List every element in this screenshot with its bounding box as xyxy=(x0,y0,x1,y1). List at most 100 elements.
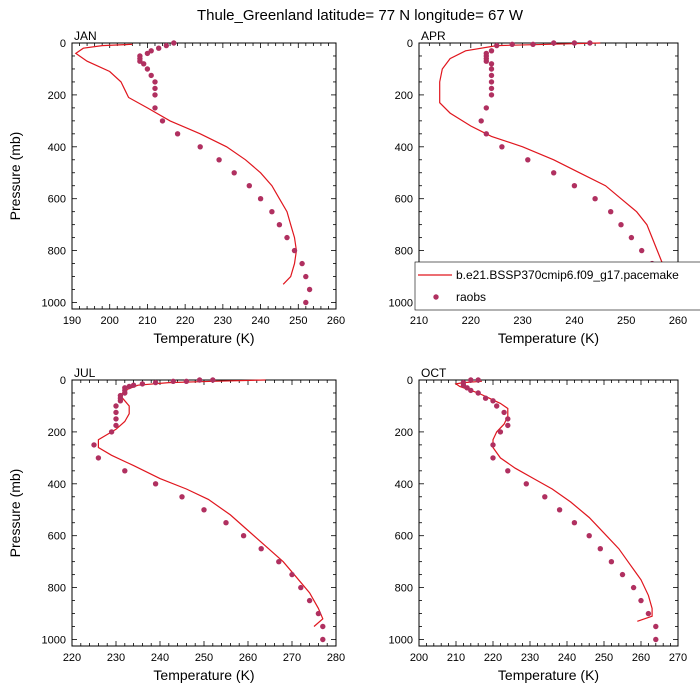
raobs-point xyxy=(478,118,484,124)
raobs-point xyxy=(320,636,326,643)
raobs-point xyxy=(488,92,495,98)
raobs-point xyxy=(298,584,304,591)
raobs-point xyxy=(139,381,146,387)
y-tick-label: 800 xyxy=(48,583,66,595)
y-tick-label: 600 xyxy=(395,531,413,543)
panel-label-oct: OCT xyxy=(421,366,447,380)
x-tick-label: 220 xyxy=(176,315,194,327)
x-tick-label: 220 xyxy=(484,652,502,664)
plot-frame-oct xyxy=(418,379,679,647)
x-tick-label: 280 xyxy=(327,652,345,664)
raobs-point xyxy=(303,299,309,306)
raobs-point xyxy=(108,429,115,435)
raobs-point xyxy=(542,494,548,500)
raobs-point xyxy=(468,377,474,383)
x-tick-label: 220 xyxy=(462,315,480,327)
x-tick-label: 230 xyxy=(521,652,539,664)
y-axis-label: Pressure (mb) xyxy=(7,132,23,221)
panel-label-jan: JAN xyxy=(74,29,97,43)
raobs-point xyxy=(551,40,557,46)
raobs-point xyxy=(303,273,309,280)
legend-obs-label: raobs xyxy=(456,290,486,304)
x-tick-label: 260 xyxy=(669,315,687,327)
raobs-point xyxy=(170,378,176,384)
raobs-point xyxy=(483,58,489,64)
raobs-point xyxy=(216,157,222,163)
raobs-point xyxy=(490,442,496,448)
raobs-point xyxy=(499,144,505,150)
raobs-point xyxy=(179,494,185,500)
y-tick-label: 200 xyxy=(48,427,66,439)
x-tick-label: 250 xyxy=(595,652,613,664)
raobs-point xyxy=(276,222,283,228)
raobs-point xyxy=(91,442,97,448)
raobs-point xyxy=(257,196,264,202)
legend-obs-swatch xyxy=(433,294,439,300)
raobs-point xyxy=(231,170,237,176)
raobs-point xyxy=(156,45,162,51)
raobs-point xyxy=(130,382,137,388)
raobs-point xyxy=(653,623,659,630)
raobs-point xyxy=(171,40,177,46)
x-tick-label: 240 xyxy=(251,315,269,327)
x-tick-label: 190 xyxy=(63,315,81,327)
raobs-point xyxy=(113,403,119,409)
x-tick-label: 250 xyxy=(195,652,213,664)
raobs-point xyxy=(490,455,496,461)
raobs-point xyxy=(113,409,119,416)
y-tick-label: 0 xyxy=(60,38,66,50)
raobs-point xyxy=(530,41,536,47)
x-tick-label: 270 xyxy=(283,652,301,664)
raobs-point xyxy=(483,105,489,111)
panel-apr: 210 220 230 240 250 260 0 200 400 600 800 1000 APR Te… xyxy=(389,29,688,346)
plot-frame-jan xyxy=(71,42,337,310)
raobs-point xyxy=(117,398,124,404)
raobs-point xyxy=(551,170,557,176)
raobs-point xyxy=(653,636,659,643)
raobs-point xyxy=(505,416,511,422)
y-axis-label: Pressure (mb) xyxy=(7,469,23,558)
y-tick-label: 0 xyxy=(60,375,66,387)
panel-label-jul: JUL xyxy=(74,366,96,380)
raobs-point xyxy=(571,183,578,189)
panel-oct: 200 210 220 230 240 250 260 270 0 200 400 600 800 100… xyxy=(389,366,688,683)
raobs-point xyxy=(488,79,495,85)
y-tick-label: 1000 xyxy=(42,298,66,310)
x-tick-label: 240 xyxy=(151,652,169,664)
x-tick-label: 240 xyxy=(558,652,576,664)
raobs-point xyxy=(152,79,158,85)
raobs-point xyxy=(475,390,481,396)
x-tick-label: 240 xyxy=(565,315,583,327)
x-tick-label: 230 xyxy=(513,315,531,327)
y-tick-label: 400 xyxy=(48,142,66,154)
raobs-point xyxy=(630,584,637,591)
x-tick-label: 260 xyxy=(327,315,345,327)
raobs-point xyxy=(144,50,151,57)
x-axis-label: Temperature (K) xyxy=(153,330,254,346)
raobs-point xyxy=(289,571,295,578)
y-tick-label: 200 xyxy=(395,90,413,102)
raobs-point xyxy=(148,48,154,54)
raobs-point xyxy=(122,468,128,474)
panel-jul: 220 230 240 250 260 270 280 0 200 400 600 800 1000 JU… xyxy=(7,366,345,683)
raobs-point xyxy=(618,222,624,228)
raobs-point xyxy=(488,66,495,72)
y-tick-label: 1000 xyxy=(389,635,413,647)
model-line-apr xyxy=(439,42,666,303)
raobs-point xyxy=(284,234,290,241)
raobs-point xyxy=(628,234,635,241)
x-tick-label: 250 xyxy=(617,315,635,327)
raobs-point xyxy=(488,85,495,92)
raobs-point xyxy=(240,533,247,539)
y-tick-label: 400 xyxy=(48,479,66,491)
y-tick-label: 200 xyxy=(395,427,413,439)
raobs-point xyxy=(608,209,614,215)
raobs-point xyxy=(152,92,158,98)
x-tick-label: 210 xyxy=(410,315,428,327)
x-tick-label: 200 xyxy=(101,315,119,327)
raobs-point xyxy=(468,387,474,394)
panel-label-apr: APR xyxy=(421,29,446,43)
raobs-point xyxy=(210,377,216,383)
raobs-point xyxy=(269,209,275,215)
